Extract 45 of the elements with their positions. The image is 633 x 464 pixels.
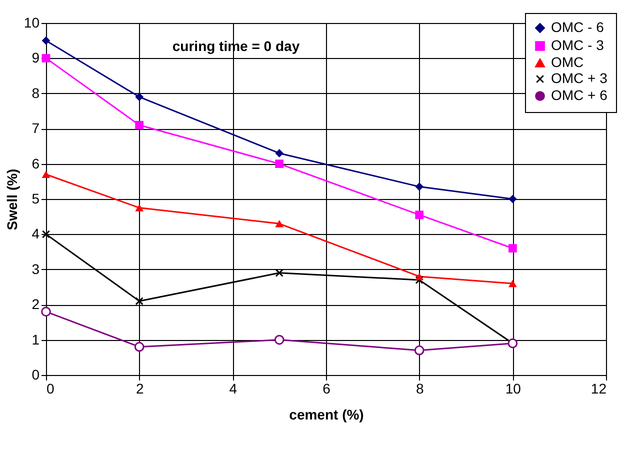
point	[135, 92, 144, 102]
point	[415, 210, 424, 220]
point	[415, 182, 424, 191]
x-axis-title: cement (%)	[289, 406, 364, 422]
point	[508, 280, 517, 288]
point	[42, 170, 50, 178]
x-tick-label: 10	[505, 380, 522, 396]
y-tick-label: 1	[32, 331, 40, 348]
point	[275, 149, 284, 158]
y-tick-label: 6	[32, 155, 40, 172]
y-tick-label: 0	[32, 366, 40, 382]
legend-label: OMC + 3	[551, 70, 608, 86]
point	[508, 244, 517, 252]
point	[414, 345, 424, 356]
point	[508, 194, 517, 204]
point	[135, 204, 144, 212]
y-tick-label: 10	[24, 14, 40, 30]
x-tick-label: 8	[416, 380, 424, 396]
x-tick-label: 2	[136, 380, 144, 396]
legend-label: OMC + 6	[551, 87, 608, 103]
y-tick-label: 8	[32, 84, 40, 101]
point	[135, 296, 144, 306]
point	[135, 120, 144, 130]
x-tick-label: 0	[46, 380, 54, 396]
point	[275, 220, 284, 228]
y-tick-label: 2	[32, 296, 40, 312]
y-tick-label: 4	[32, 226, 40, 242]
point	[42, 36, 50, 45]
x-tick-label: 4	[229, 380, 238, 396]
point	[275, 160, 284, 168]
y-tick-label: 3	[32, 260, 40, 277]
point	[274, 334, 284, 345]
x-tick-label: 6	[322, 380, 331, 396]
y-tick-label: 9	[32, 50, 40, 66]
legend-label: OMC - 3	[551, 37, 604, 53]
x-tick-label: 12	[590, 380, 607, 396]
legend-label: OMC	[551, 54, 584, 70]
point	[415, 276, 424, 284]
legend-label: OMC - 6	[551, 19, 604, 35]
y-tick-label: 5	[32, 190, 40, 206]
point	[134, 342, 144, 352]
y-axis-title: Swell (%)	[4, 168, 20, 230]
point	[415, 272, 424, 280]
point	[41, 306, 51, 317]
y-tick-label: 7	[32, 120, 40, 136]
